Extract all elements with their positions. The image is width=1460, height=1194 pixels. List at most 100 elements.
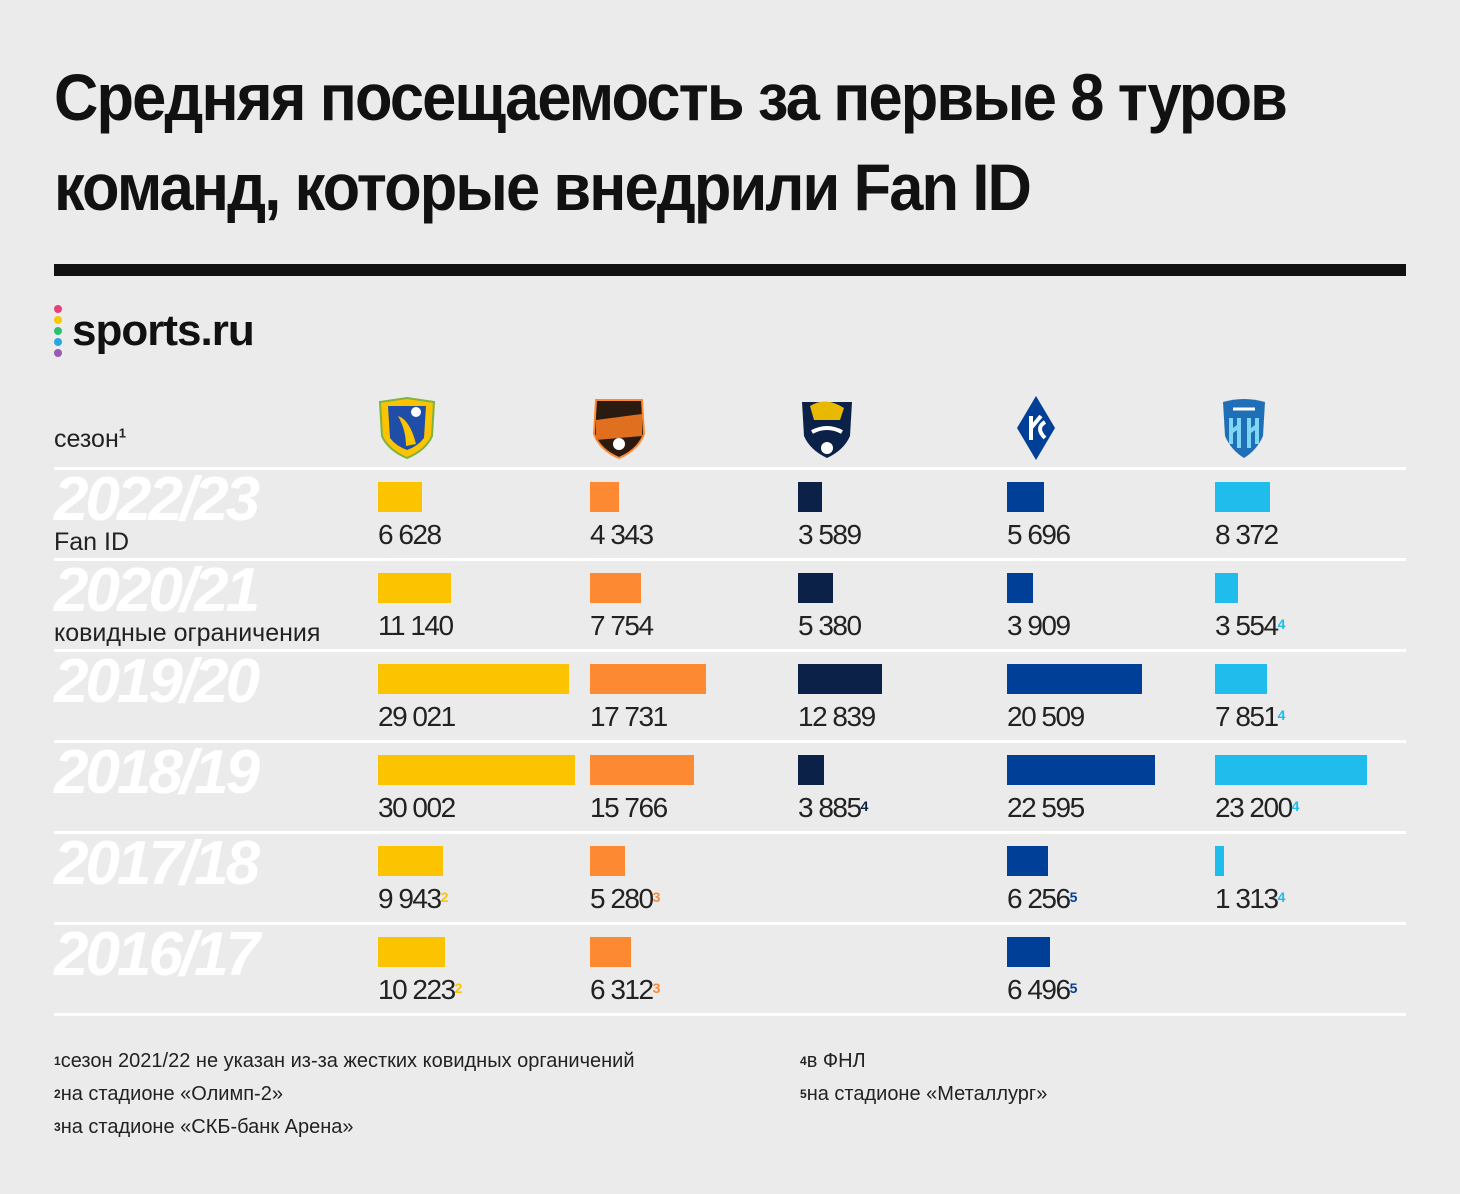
bar-Урал: [590, 664, 707, 694]
logo-dots-icon: [54, 305, 62, 357]
season-label: 2020/21: [54, 556, 260, 625]
value-text: 4 343: [590, 519, 654, 550]
bar-Ростов: [378, 482, 422, 512]
bar-Крылья Советов: [1007, 573, 1033, 603]
value-text: 8 372: [1215, 519, 1279, 550]
value-text: 7 851: [1215, 701, 1279, 732]
value-text: 12 839: [798, 701, 876, 732]
row-divider: [54, 740, 1406, 743]
footnote-text: сезон 2021/22 не указан из-за жестких ко…: [60, 1050, 635, 1072]
footnote-ref: 5: [1069, 980, 1078, 996]
footnote-number: 5: [800, 1087, 807, 1101]
value-label: 11 140: [378, 610, 454, 642]
logo-dot: [54, 316, 62, 324]
bar-Ростов: [378, 755, 575, 785]
season-note: ковидные ограничения: [54, 619, 321, 647]
season-label: 2018/19: [54, 738, 260, 807]
value-text: 6 628: [378, 519, 442, 550]
bar-Пари НН: [1215, 755, 1368, 785]
value-label: 1 3134: [1215, 883, 1285, 915]
footnote-ref: 1: [118, 425, 126, 441]
footnote-ref: 4: [1277, 707, 1286, 723]
bar-Сочи: [798, 573, 834, 603]
footnote-number: 4: [800, 1054, 807, 1068]
season-label: 2017/18: [54, 829, 260, 898]
value-text: 7 754: [590, 610, 654, 641]
value-label: 6 628: [378, 519, 442, 551]
value-label: 17 731: [590, 701, 668, 733]
logo-dot: [54, 327, 62, 335]
value-text: 29 021: [378, 701, 456, 732]
footnote-text: на стадионе «СКБ-банк Арена»: [60, 1116, 354, 1138]
value-text: 3 885: [798, 792, 862, 823]
footnotes-right: 4в ФНЛ 5на стадионе «Металлург»: [800, 1045, 1047, 1111]
bar-Урал: [590, 755, 694, 785]
bar-Крылья Советов: [1007, 937, 1050, 967]
value-label: 8 372: [1215, 519, 1279, 551]
row-divider: [54, 558, 1406, 561]
value-text: 1 313: [1215, 883, 1279, 914]
value-label: 30 002: [378, 792, 456, 824]
bar-Пари НН: [1215, 846, 1224, 876]
bar-Крылья Советов: [1007, 846, 1049, 876]
bar-Ростов: [378, 664, 569, 694]
footnote-number: 1: [54, 1054, 61, 1068]
value-label: 4 343: [590, 519, 654, 551]
footnote: 3на стадионе «СКБ-банк Арена»: [54, 1111, 635, 1144]
bar-Ростов: [378, 937, 446, 967]
value-label: 12 839: [798, 701, 876, 733]
team-logo-2: [796, 396, 858, 460]
footnote-ref: 5: [1069, 889, 1078, 905]
season-label: 2019/20: [54, 647, 260, 716]
value-text: 3 589: [798, 519, 862, 550]
season-label: 2022/23: [54, 465, 260, 534]
logo-dot: [54, 338, 62, 346]
bar-Урал: [590, 573, 641, 603]
value-text: 6 312: [590, 974, 654, 1005]
logo-dot: [54, 305, 62, 313]
logo-text: sports.ru: [72, 306, 255, 355]
value-text: 6 256: [1007, 883, 1071, 914]
value-text: 3 554: [1215, 610, 1279, 641]
value-label: 15 766: [590, 792, 668, 824]
bar-Крылья Советов: [1007, 664, 1142, 694]
title-divider: [54, 264, 1406, 276]
value-label: 3 909: [1007, 610, 1071, 642]
row-divider: [54, 467, 1406, 470]
footnote-ref: 4: [1277, 616, 1286, 632]
row-divider: [54, 922, 1406, 925]
bar-Сочи: [798, 482, 822, 512]
season-note: Fan ID: [54, 528, 130, 556]
sports-ru-logo: sports.ru: [54, 303, 255, 359]
value-label: 3 5544: [1215, 610, 1285, 642]
value-label: 6 3123: [590, 974, 660, 1006]
row-divider: [54, 1013, 1406, 1016]
value-label: 10 2232: [378, 974, 462, 1006]
footnote-text: на стадионе «Олимп-2»: [60, 1083, 283, 1105]
footnote: 5на стадионе «Металлург»: [800, 1078, 1047, 1111]
value-label: 5 2803: [590, 883, 660, 915]
season-label: 2016/17: [54, 920, 260, 989]
chart-title: Средняя посещаемость за первые 8 туров к…: [54, 60, 1288, 224]
bar-Урал: [590, 482, 619, 512]
bar-Пари НН: [1215, 482, 1270, 512]
value-label: 5 380: [798, 610, 862, 642]
footnote-number: 2: [54, 1087, 61, 1101]
bar-Сочи: [798, 755, 824, 785]
bar-Урал: [590, 937, 632, 967]
row-divider: [54, 831, 1406, 834]
footnote-ref: 2: [454, 980, 463, 996]
value-text: 22 595: [1007, 792, 1085, 823]
value-text: 5 380: [798, 610, 862, 641]
footnote-number: 3: [54, 1120, 61, 1134]
footnote-ref: 3: [652, 980, 661, 996]
bar-Урал: [590, 846, 625, 876]
value-label: 3 589: [798, 519, 862, 551]
footnote-ref: 3: [652, 889, 661, 905]
footnote-ref: 4: [1291, 798, 1300, 814]
value-label: 22 595: [1007, 792, 1085, 824]
bar-Ростов: [378, 573, 452, 603]
footnote-ref: 4: [1277, 889, 1286, 905]
bar-Пари НН: [1215, 573, 1239, 603]
footnotes-left: 1сезон 2021/22 не указан из-за жестких к…: [54, 1045, 635, 1144]
